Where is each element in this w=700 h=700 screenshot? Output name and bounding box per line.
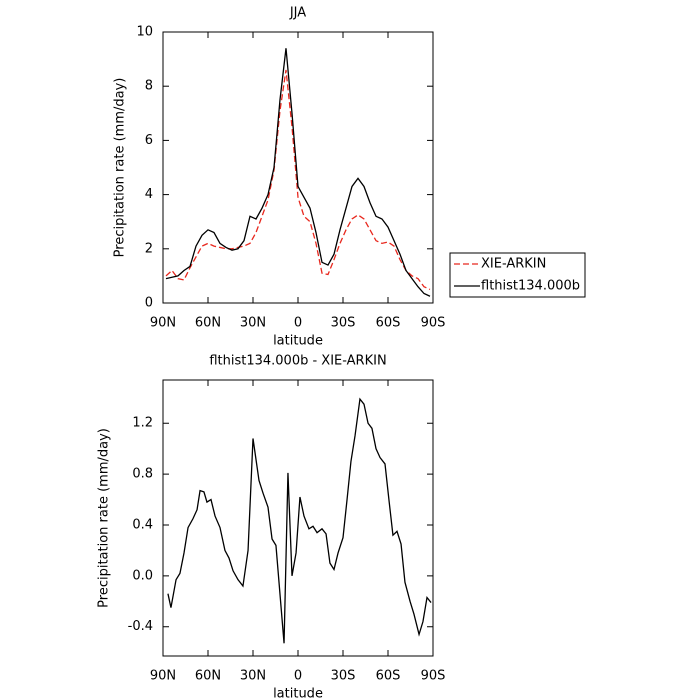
- chart-title: flthist134.000b - XIE-ARKIN: [209, 354, 386, 369]
- data-line: [167, 397, 432, 644]
- y-tick-label: 8: [145, 79, 153, 94]
- data-line: [165, 69, 431, 291]
- y-tick-label: 6: [145, 133, 153, 148]
- data-line: [165, 48, 431, 297]
- x-tick-label: 90N: [150, 316, 176, 331]
- x-tick-label: 60S: [376, 316, 401, 331]
- x-tick-label: 0: [294, 316, 302, 331]
- y-tick-label: 2: [145, 241, 153, 256]
- x-tick-label: 90S: [421, 316, 446, 331]
- legend-label: flthist134.000b: [481, 279, 580, 294]
- y-tick-label: 4: [145, 187, 153, 202]
- x-tick-label: 60N: [195, 669, 221, 684]
- x-tick-label: 90S: [421, 669, 446, 684]
- y-tick-label: -0.4: [128, 619, 153, 634]
- plot-frame: [162, 31, 434, 304]
- x-tick-label: 0: [294, 669, 302, 684]
- x-tick-label: 60S: [376, 669, 401, 684]
- y-axis-label: Precipitation rate (mm/day): [113, 78, 128, 258]
- legend-box: [449, 252, 586, 298]
- x-tick-label: 90N: [150, 669, 176, 684]
- legend-label: XIE-ARKIN: [481, 257, 546, 272]
- x-tick-label: 30S: [331, 669, 356, 684]
- x-tick-label: 30S: [331, 316, 356, 331]
- x-tick-label: 60N: [195, 316, 221, 331]
- y-tick-label: 10: [136, 25, 153, 40]
- y-tick-label: 0.4: [132, 517, 153, 532]
- y-tick-label: 0.0: [132, 568, 153, 583]
- y-axis-label: Precipitation rate (mm/day): [97, 428, 112, 608]
- x-tick-label: 30N: [240, 669, 266, 684]
- y-tick-label: 0: [145, 296, 153, 311]
- y-tick-label: 0.8: [132, 467, 153, 482]
- y-tick-label: 1.2: [132, 416, 153, 431]
- x-tick-label: 30N: [240, 316, 266, 331]
- x-axis-label: latitude: [273, 687, 323, 700]
- chart-title: JJA: [289, 6, 306, 21]
- x-axis-label: latitude: [273, 334, 323, 349]
